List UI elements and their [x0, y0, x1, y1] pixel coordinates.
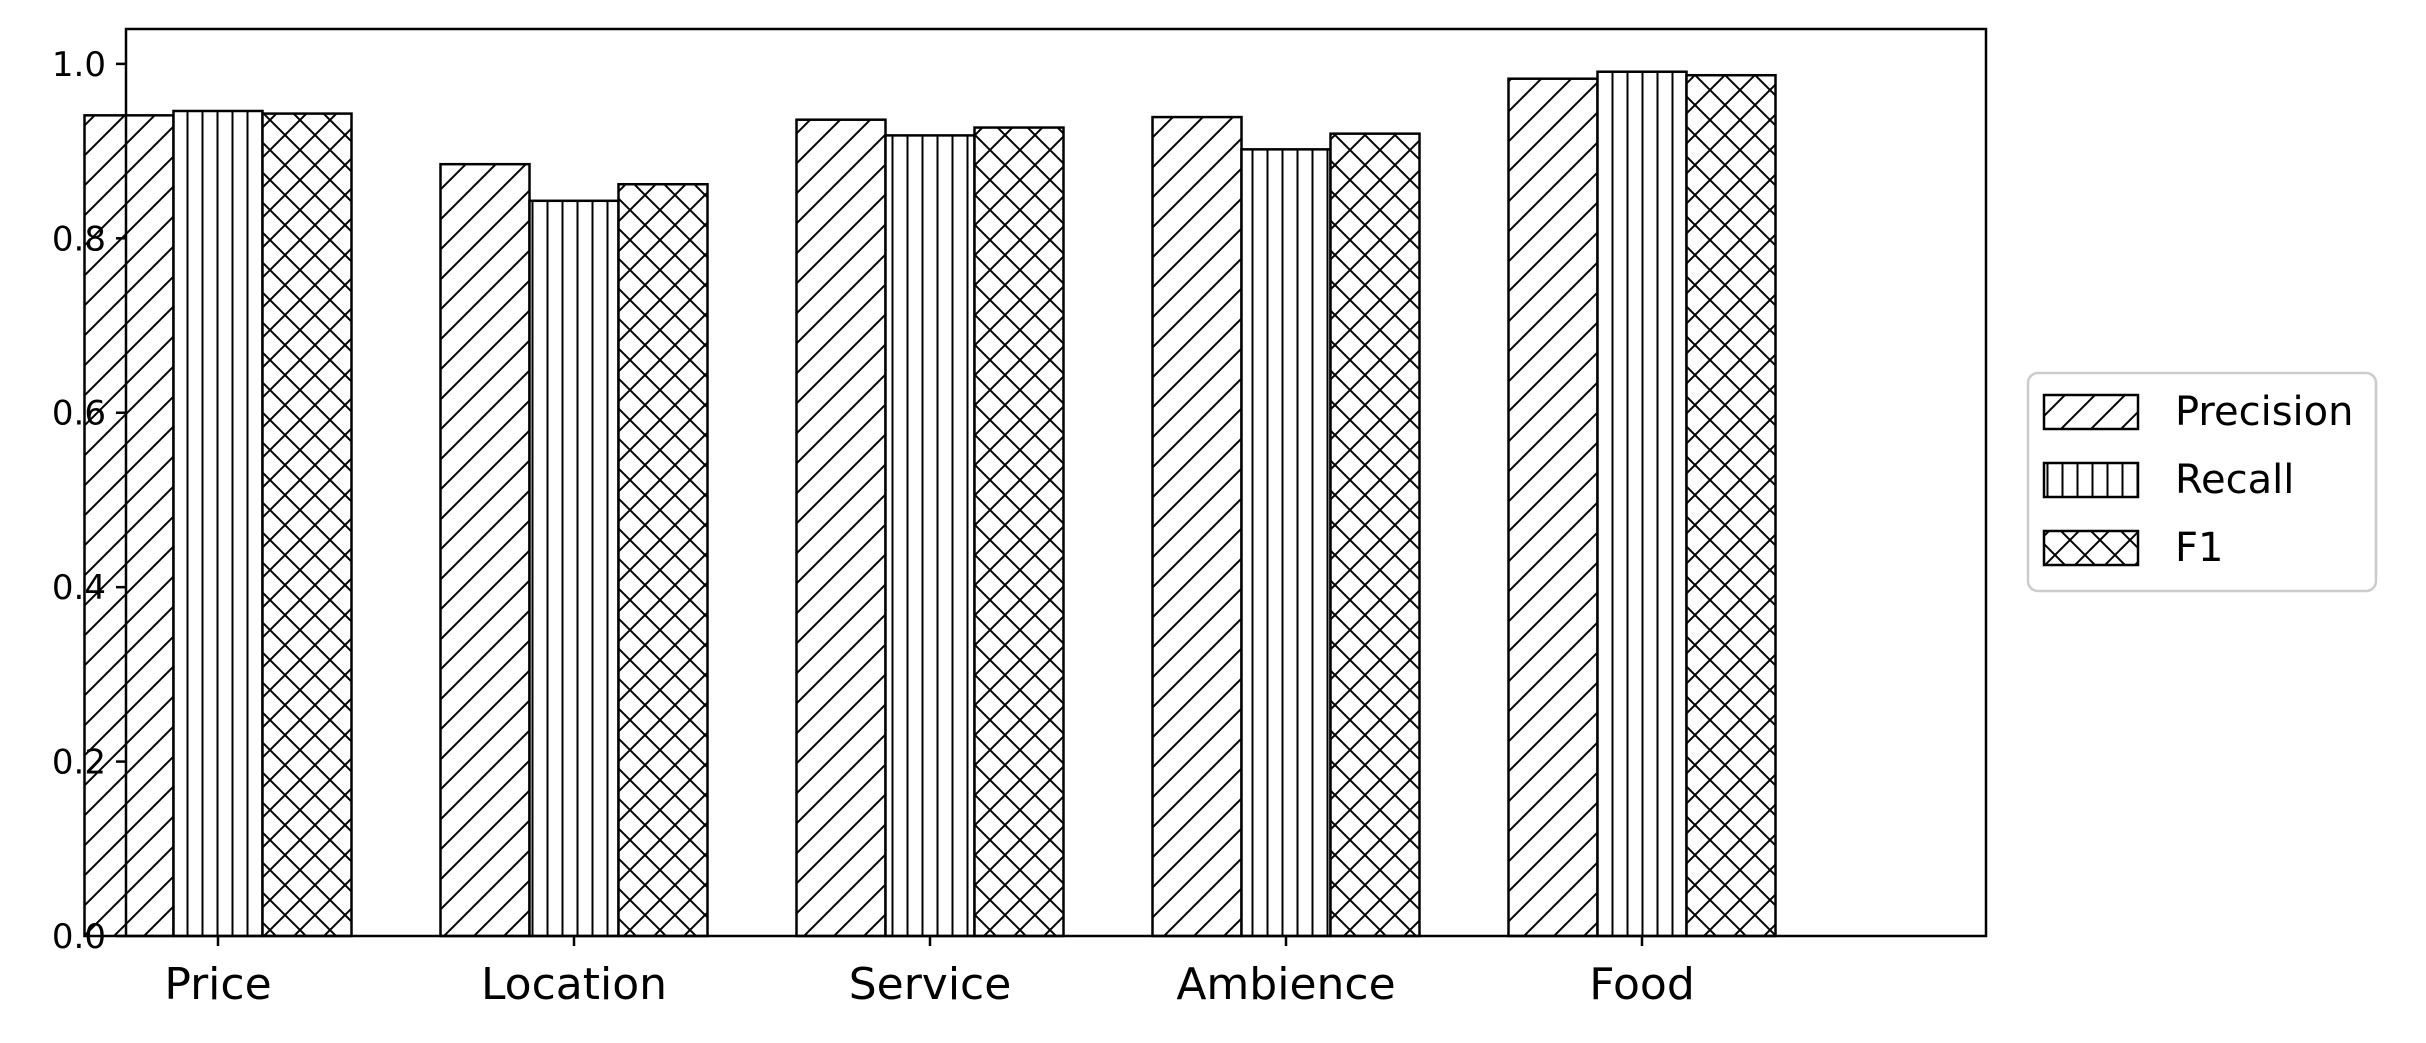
bar-location-precision: [439, 162, 531, 938]
bars: [83, 70, 1777, 938]
y-tick-label: 0.0: [52, 917, 106, 957]
x-tick-label-location: Location: [481, 959, 667, 1010]
bar-ambience-precision: [1151, 115, 1243, 938]
bar-ambience-recall: [1240, 148, 1332, 938]
y-tick-label: 0.8: [52, 219, 106, 259]
bar-ambience-f1: [1329, 132, 1421, 938]
y-axis: 0.0 0.2 0.4 0.6 0.8 1.0: [52, 45, 126, 957]
x-tick-label-food: Food: [1589, 959, 1695, 1010]
x-axis: Price Location Service Ambience Food: [164, 936, 1695, 1010]
legend-swatch-f1: [2042, 529, 2140, 567]
x-tick-label-service: Service: [849, 959, 1012, 1010]
bar-food-precision: [1507, 77, 1599, 938]
bar-price-f1: [261, 112, 353, 938]
x-tick-label-price: Price: [164, 959, 271, 1010]
bar-service-f1: [973, 126, 1065, 938]
legend-swatch-precision: [2042, 393, 2140, 431]
y-tick-label: 0.6: [52, 394, 106, 434]
bar-location-f1: [617, 182, 709, 938]
legend-label-recall: Recall: [2175, 457, 2294, 503]
legend-label-precision: Precision: [2175, 389, 2353, 435]
bar-food-recall: [1596, 70, 1688, 938]
y-tick-label: 1.0: [52, 45, 106, 85]
legend: Precision Recall F1: [2026, 371, 2378, 593]
bar-service-recall: [884, 134, 976, 938]
legend-swatch-recall: [2042, 461, 2140, 499]
plot-area-frame: [124, 27, 1988, 938]
bar-price-precision: [83, 114, 175, 938]
bar-location-recall: [528, 199, 620, 938]
y-tick-label: 0.4: [52, 568, 106, 608]
legend-label-f1: F1: [2175, 525, 2223, 571]
x-tick-label-ambience: Ambience: [1176, 959, 1395, 1010]
y-tick-label: 0.2: [52, 743, 106, 783]
bar-price-recall: [172, 109, 264, 938]
bar-service-precision: [795, 118, 887, 938]
bar-food-f1: [1685, 73, 1777, 938]
